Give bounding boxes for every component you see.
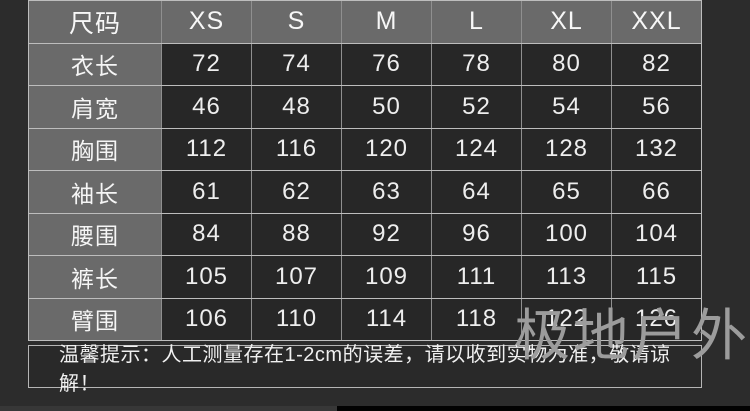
value-cell: 124 — [432, 128, 521, 170]
value-cell: 46 — [162, 86, 251, 128]
value-cell: 76 — [342, 43, 431, 85]
row-label-cell: 腰围 — [29, 213, 161, 255]
value-cell: 132 — [612, 128, 701, 170]
header-cell-xl: XL — [522, 1, 611, 43]
value-cell: 74 — [252, 43, 341, 85]
value-cell: 112 — [162, 128, 251, 170]
value-cell: 80 — [522, 43, 611, 85]
row-label-cell: 裤长 — [29, 256, 161, 298]
row-label-cell: 胸围 — [29, 128, 161, 170]
table-row-chest: 胸围 112 116 120 124 128 132 — [29, 128, 701, 170]
value-cell: 62 — [252, 171, 341, 213]
value-cell: 50 — [342, 86, 431, 128]
table-row-shoulder-width: 肩宽 46 48 50 52 54 56 — [29, 86, 701, 128]
next-section-edge — [337, 406, 750, 411]
value-cell: 114 — [342, 298, 431, 340]
value-cell: 115 — [612, 256, 701, 298]
table-row-garment-length: 衣长 72 74 76 78 80 82 — [29, 43, 701, 85]
value-cell: 82 — [612, 43, 701, 85]
table-row-arm-girth: 臂围 106 110 114 118 122 126 — [29, 298, 701, 340]
bottom-edge-strip — [0, 406, 337, 411]
row-label-cell: 袖长 — [29, 171, 161, 213]
row-label-cell: 臂围 — [29, 298, 161, 340]
value-cell: 106 — [162, 298, 251, 340]
value-cell: 78 — [432, 43, 521, 85]
header-cell-size-label: 尺码 — [29, 1, 161, 43]
header-cell-xs: XS — [162, 1, 251, 43]
value-cell: 110 — [252, 298, 341, 340]
value-cell: 65 — [522, 171, 611, 213]
value-cell: 126 — [612, 298, 701, 340]
value-cell: 104 — [612, 213, 701, 255]
value-cell: 92 — [342, 213, 431, 255]
value-cell: 116 — [252, 128, 341, 170]
value-cell: 56 — [612, 86, 701, 128]
value-cell: 66 — [612, 171, 701, 213]
value-cell: 64 — [432, 171, 521, 213]
value-cell: 52 — [432, 86, 521, 128]
value-cell: 111 — [432, 256, 521, 298]
value-cell: 107 — [252, 256, 341, 298]
header-cell-m: M — [342, 1, 431, 43]
value-cell: 122 — [522, 298, 611, 340]
value-cell: 88 — [252, 213, 341, 255]
value-cell: 105 — [162, 256, 251, 298]
value-cell: 63 — [342, 171, 431, 213]
value-cell: 113 — [522, 256, 611, 298]
value-cell: 48 — [252, 86, 341, 128]
measurement-note-text: 温馨提示：人工测量存在1-2cm的误差，请以收到实物为准，敬请谅解！ — [59, 343, 671, 395]
row-label-cell: 肩宽 — [29, 86, 161, 128]
value-cell: 100 — [522, 213, 611, 255]
row-label-cell: 衣长 — [29, 43, 161, 85]
value-cell: 109 — [342, 256, 431, 298]
value-cell: 84 — [162, 213, 251, 255]
table-row-pants-length: 裤长 105 107 109 111 113 115 — [29, 256, 701, 298]
header-cell-l: L — [432, 1, 521, 43]
value-cell: 120 — [342, 128, 431, 170]
value-cell: 61 — [162, 171, 251, 213]
value-cell: 128 — [522, 128, 611, 170]
measurement-note-box: 温馨提示：人工测量存在1-2cm的误差，请以收到实物为准，敬请谅解！ — [28, 344, 702, 395]
table-row-sleeve-length: 袖长 61 62 63 64 65 66 — [29, 171, 701, 213]
header-cell-s: S — [252, 1, 341, 43]
value-cell: 118 — [432, 298, 521, 340]
size-chart-header-row: 尺码 XS S M L XL XXL — [29, 1, 701, 43]
table-row-waist: 腰围 84 88 92 96 100 104 — [29, 213, 701, 255]
value-cell: 72 — [162, 43, 251, 85]
value-cell: 54 — [522, 86, 611, 128]
header-cell-xxl: XXL — [612, 1, 701, 43]
value-cell: 96 — [432, 213, 521, 255]
size-chart-table: 尺码 XS S M L XL XXL 衣长 72 74 76 78 80 82 … — [28, 0, 702, 341]
